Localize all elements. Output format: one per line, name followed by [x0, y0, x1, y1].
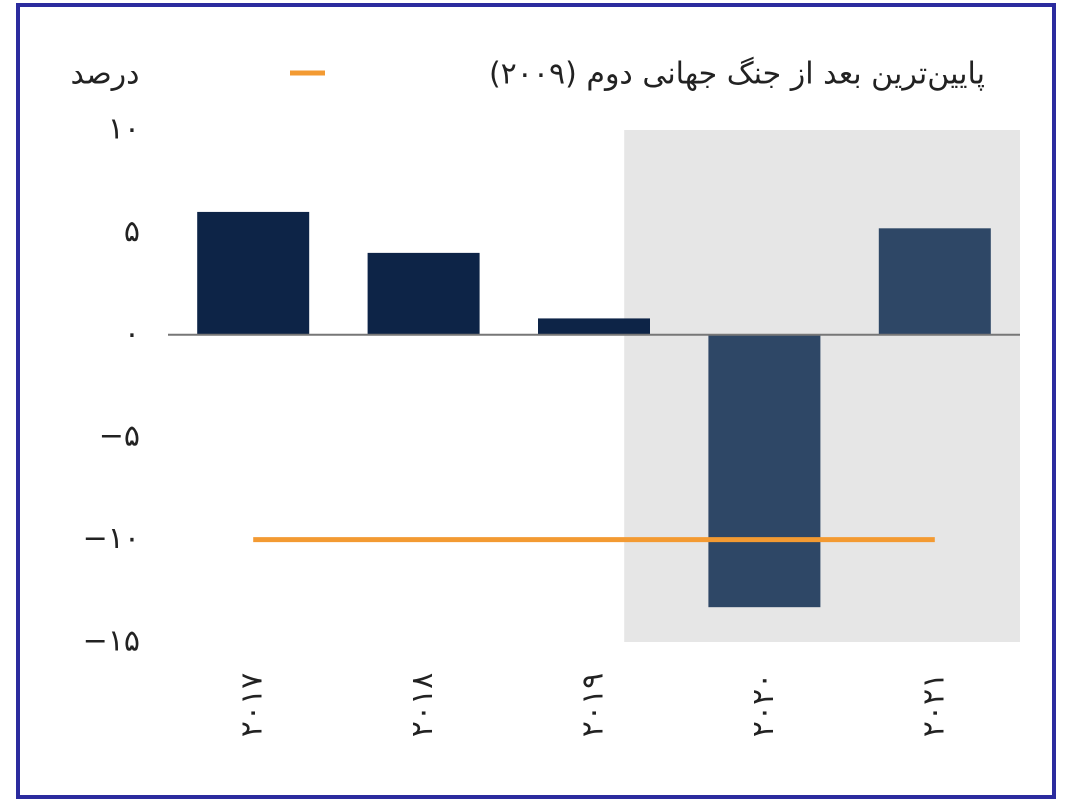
y-tick-label: −۱۵ [83, 624, 140, 659]
y-tick-label: −۱۰ [83, 521, 140, 556]
x-tick-label: ۲۰۲۱ [916, 673, 951, 737]
bar [367, 252, 480, 335]
bar [197, 211, 310, 335]
y-tick-label: −۵ [99, 419, 140, 454]
shade-layer [624, 130, 1020, 642]
bar [878, 228, 991, 335]
x-tick-label: ۲۰۱۸ [405, 673, 440, 737]
y-tick-label: ۱۰ [108, 112, 140, 147]
x-tick-label: ۲۰۱۹ [576, 673, 611, 737]
bar [708, 334, 821, 608]
x-tick-label: ۲۰۱۷ [235, 673, 270, 737]
y-tick-label: ۵ [124, 214, 140, 249]
x-tick-label: ۲۰۲۰ [746, 673, 781, 737]
bar [538, 318, 650, 335]
y-tick-label: ۰ [124, 316, 140, 351]
highlight-region [624, 130, 1020, 642]
legend-label: پایین‌ترین بعد از جنگ جهانی دوم (۲۰۰۹) [489, 57, 985, 92]
y-axis-label: درصد [70, 57, 139, 92]
